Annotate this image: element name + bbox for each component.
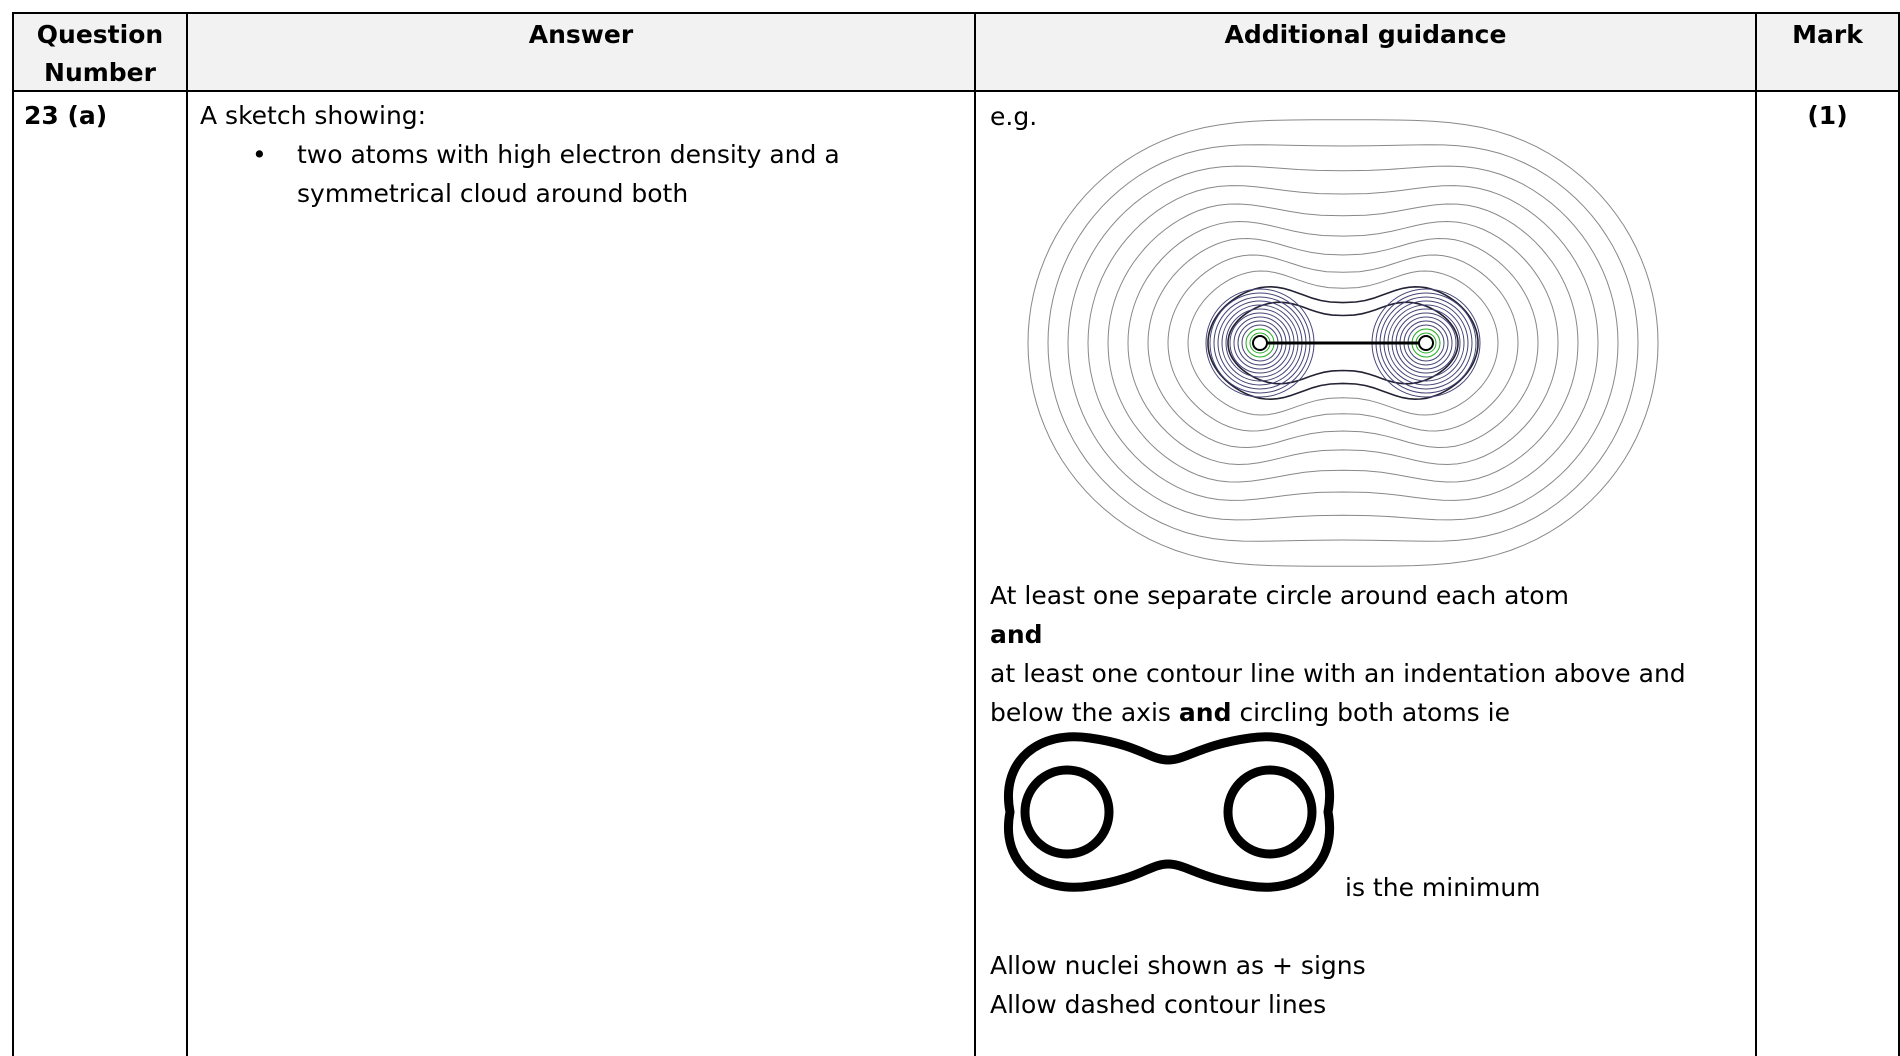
contour [1067, 165, 1619, 521]
minimum-diagram [1004, 732, 1334, 892]
answer-intro: A sketch showing: [200, 101, 427, 130]
answer-bullet: two atoms with high electron density and… [297, 140, 840, 208]
border [12, 90, 1900, 92]
contour [1167, 254, 1519, 432]
contour [1147, 237, 1539, 449]
border [1755, 12, 1757, 1056]
guidance-text: At least one separate circle around each… [990, 581, 1569, 610]
guidance-text: Allow nuclei shown as + signs [990, 951, 1366, 980]
border [974, 12, 976, 1056]
border [12, 12, 1900, 14]
border [186, 12, 188, 1056]
guidance-text: at least one contour line with an indent… [990, 654, 1730, 732]
border [12, 12, 14, 1056]
contour [1087, 185, 1599, 501]
contour [1047, 144, 1639, 542]
question-number: 23 (a) [24, 101, 108, 130]
contour [1207, 285, 1479, 401]
contour [1107, 203, 1579, 483]
contour [1418, 335, 1434, 351]
border [1898, 12, 1900, 1056]
guidance-text: is the minimum [1345, 873, 1541, 902]
header-background [12, 12, 1900, 91]
guidance-text: at least one contour line with an indent… [990, 659, 1686, 727]
guidance-and: and [990, 620, 1043, 649]
header-cell: Answer [528, 20, 634, 49]
header-cell: Mark [1792, 20, 1863, 49]
contour [1187, 270, 1499, 416]
contour [1027, 119, 1659, 567]
contour [1127, 220, 1559, 466]
guidance-and: and [1178, 698, 1232, 727]
guidance-example: e.g. [990, 102, 1038, 131]
mark: (1) [1807, 101, 1848, 130]
contour-diagram [1027, 119, 1659, 567]
guidance-text: circling both atoms ie [1239, 698, 1510, 727]
header-cell: Additional guidance [1224, 20, 1507, 49]
contour [1252, 335, 1268, 351]
guidance-text: Allow dashed contour lines [990, 990, 1327, 1019]
contour [1227, 301, 1459, 385]
header-cell: Question Number [36, 20, 164, 87]
bullet: • [252, 140, 267, 169]
